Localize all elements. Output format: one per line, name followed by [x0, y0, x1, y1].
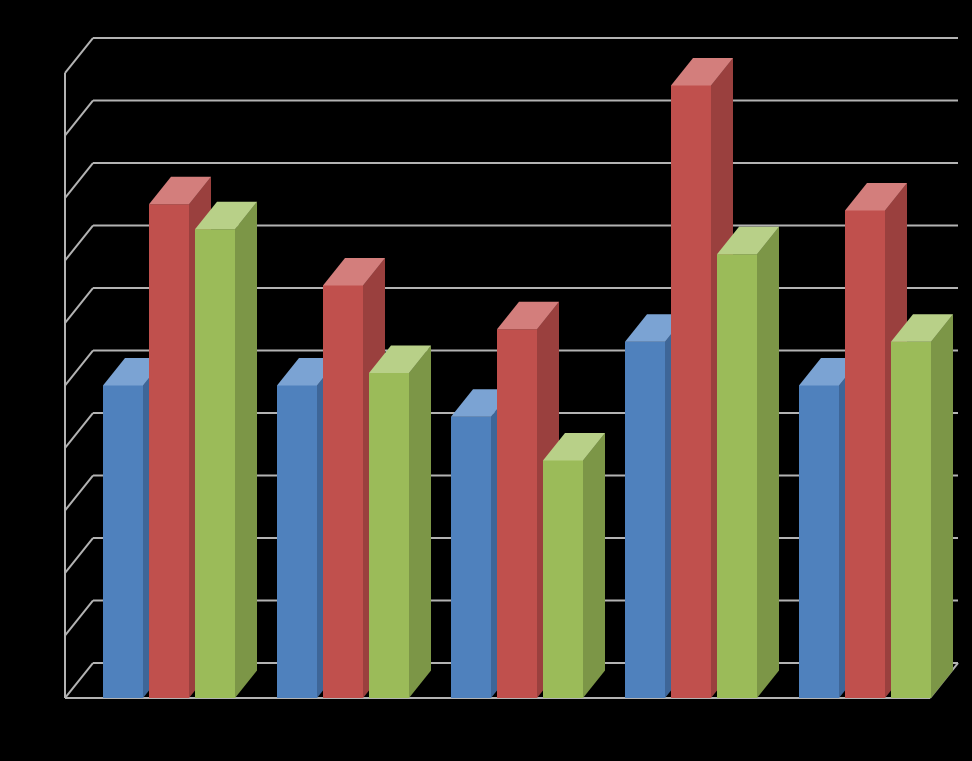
- bar-s3: [543, 433, 605, 698]
- bar-s3: [891, 314, 953, 698]
- bar-s3: [195, 202, 257, 698]
- bar-chart-3d: [0, 0, 972, 761]
- bar-s3: [369, 346, 431, 699]
- bar-s3: [717, 227, 779, 698]
